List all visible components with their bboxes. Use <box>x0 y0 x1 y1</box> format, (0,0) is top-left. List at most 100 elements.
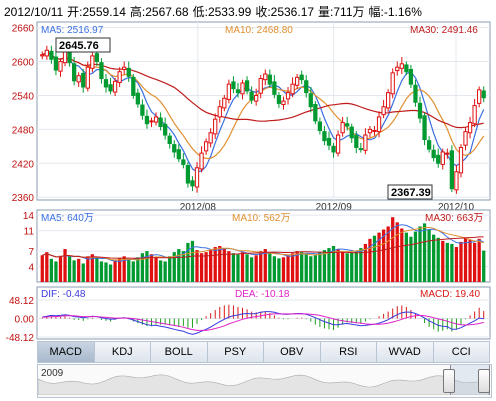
candle-body <box>285 92 291 100</box>
candle-body <box>240 82 245 95</box>
quote-high: 高:2567.68 <box>129 5 189 19</box>
candle-body <box>294 76 300 86</box>
quote-date: 2012/10/11 <box>4 5 64 19</box>
tab-boll[interactable]: BOLL <box>150 341 207 363</box>
volume-bar <box>131 261 135 282</box>
candle <box>440 148 445 170</box>
tab-cci[interactable]: CCI <box>432 341 490 363</box>
candle <box>426 136 432 153</box>
candle <box>376 111 382 138</box>
candle-body <box>126 67 131 77</box>
candle-body <box>477 89 482 104</box>
candle-body <box>58 61 63 72</box>
candle <box>231 76 236 94</box>
vol-ma5-label: MA5: 640万 <box>41 213 94 224</box>
candle <box>272 75 277 99</box>
tab-macd[interactable]: MACD <box>37 341 94 363</box>
candle-body <box>172 144 177 153</box>
candle-body <box>426 140 432 150</box>
tab-obv[interactable]: OBV <box>263 341 320 363</box>
dea-line <box>42 313 484 331</box>
dif-label: DIF: -0.48 <box>41 289 86 300</box>
ma10-line <box>42 51 485 160</box>
vol-ma10-label: MA10: 562万 <box>232 213 290 224</box>
volume-bar <box>81 263 85 282</box>
candle-body <box>190 180 195 187</box>
volume-bar <box>331 246 336 282</box>
volume-bar <box>350 252 354 282</box>
volume-bar <box>254 255 258 282</box>
navigator-right-handle[interactable] <box>478 369 490 393</box>
tab-psy[interactable]: PSY <box>206 341 263 363</box>
candle-body <box>408 68 414 85</box>
volume-bar <box>104 262 108 282</box>
volume-bar <box>163 261 167 282</box>
candle <box>49 45 54 64</box>
navigator-left-handle[interactable] <box>443 369 455 393</box>
quote-volume: 量:711万 <box>318 5 365 19</box>
volume-bar <box>127 259 131 282</box>
candle-body <box>122 66 127 70</box>
volume-bar <box>177 249 181 282</box>
candle <box>399 57 404 74</box>
volume-bar <box>181 251 185 282</box>
candle <box>463 127 468 151</box>
volume-bar <box>227 251 231 282</box>
candle-body <box>258 78 263 94</box>
candle <box>354 131 359 154</box>
tab-wvad[interactable]: WVAD <box>376 341 433 363</box>
candle-body <box>281 100 286 106</box>
candle <box>367 125 373 138</box>
candle-body <box>413 84 418 103</box>
volume-bar <box>236 254 240 282</box>
volume-bar <box>190 240 195 282</box>
candle <box>226 79 232 104</box>
candle <box>458 144 464 178</box>
candle-body <box>386 92 391 109</box>
candle-body <box>235 89 241 94</box>
volume-bar <box>218 246 222 282</box>
volume-bar <box>40 255 44 282</box>
navigator-year: 2009 <box>41 368 64 379</box>
volume-bar <box>409 236 413 282</box>
candle-body <box>153 116 159 123</box>
volume-bar <box>222 248 226 282</box>
candle-body <box>71 63 77 82</box>
candle-body <box>112 80 118 93</box>
volume-bar <box>199 253 204 282</box>
volume-bar <box>204 252 208 282</box>
candle <box>122 61 127 75</box>
candle-body <box>40 54 45 57</box>
candle <box>395 61 400 76</box>
candle-body <box>335 134 341 154</box>
tab-kdj[interactable]: KDJ <box>93 341 150 363</box>
volume-bar <box>472 242 477 282</box>
candle <box>417 96 423 124</box>
candle <box>267 69 272 88</box>
volume-bar <box>136 257 140 282</box>
candle <box>345 116 350 131</box>
candle-body <box>103 79 109 88</box>
tab-rsi[interactable]: RSI <box>319 341 376 363</box>
candle <box>126 61 131 82</box>
candle-body <box>340 122 345 134</box>
volume-bar <box>345 253 349 282</box>
candle <box>131 73 136 99</box>
volume-bar <box>268 253 272 282</box>
volume-bar <box>422 223 427 282</box>
volume-bar <box>413 231 418 282</box>
volume-bar <box>377 232 381 282</box>
candle-body <box>163 123 168 136</box>
quote-close: 收:2536.17 <box>255 5 315 19</box>
candle <box>331 142 336 158</box>
candle-body <box>276 94 282 104</box>
volume-bar <box>168 256 172 282</box>
time-navigator[interactable]: 2009 <box>37 364 492 398</box>
candle <box>53 50 59 76</box>
volume-bar <box>158 260 163 282</box>
candle-body <box>244 80 250 92</box>
volume-bar <box>313 255 317 282</box>
candle <box>181 153 186 169</box>
candle-body <box>445 152 450 155</box>
candle <box>404 61 409 76</box>
